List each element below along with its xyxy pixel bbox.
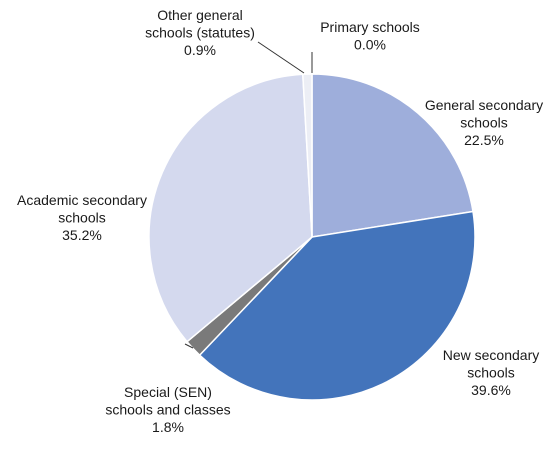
slice-value-primary-schools: 0.0% <box>354 37 386 53</box>
pie-slice-new-secondary-schools <box>198 210 476 401</box>
slice-name-academic-secondary-schools: Academic secondary <box>17 192 147 208</box>
slice-name-special-sen-schools-and-classes: schools and classes <box>105 402 230 418</box>
slice-label-general-secondary-schools: General secondary schools 22.5% <box>425 97 543 148</box>
slice-value-new-secondary-schools: 39.6% <box>471 382 511 398</box>
slice-name-general-secondary-schools: General secondary <box>425 97 543 113</box>
slice-label-primary-schools: Primary schools 0.0% <box>320 19 420 53</box>
slice-label-special-sen-schools-and-classes: Special (SEN) schools and classes 1.8% <box>105 384 230 435</box>
slice-name-academic-secondary-schools: schools <box>58 210 105 226</box>
leader-lines-layer <box>184 41 313 349</box>
slice-value-academic-secondary-schools: 35.2% <box>62 227 102 243</box>
pie-slice-other-general-schools-statutes <box>301 73 313 238</box>
slice-name-other-general-schools-statutes: Other general <box>157 7 243 23</box>
slice-label-new-secondary-schools: New secondary schools 39.6% <box>443 347 540 398</box>
pie-slice-general-secondary-schools <box>311 73 474 238</box>
slice-name-other-general-schools-statutes: schools (statutes) <box>145 25 255 41</box>
slice-value-general-secondary-schools: 22.5% <box>464 132 504 148</box>
slice-name-primary-schools: Primary schools <box>320 19 420 35</box>
labels-layer: Primary schools 0.0% General secondary scho… <box>17 7 543 435</box>
slice-label-academic-secondary-schools: Academic secondary schools 35.2% <box>17 192 147 243</box>
leader-line-other-general-schools-statutes <box>257 41 305 74</box>
slice-name-new-secondary-schools: schools <box>467 365 514 381</box>
slice-name-special-sen-schools-and-classes: Special (SEN) <box>124 384 212 400</box>
slices-layer <box>148 73 476 401</box>
slice-label-other-general-schools-statutes: Other general schools (statutes) 0.9% <box>145 7 255 58</box>
leader-line-special-sen-schools-and-classes <box>184 343 194 349</box>
slice-name-new-secondary-schools: New secondary <box>443 347 540 363</box>
pie-slice-academic-secondary-schools <box>148 73 313 343</box>
slice-value-special-sen-schools-and-classes: 1.8% <box>152 419 184 435</box>
slice-name-general-secondary-schools: schools <box>460 115 507 131</box>
slice-value-other-general-schools-statutes: 0.9% <box>184 42 216 58</box>
